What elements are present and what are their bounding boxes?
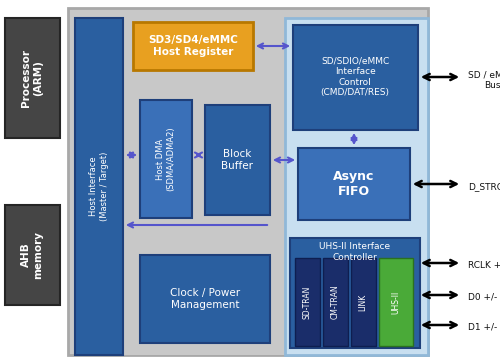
Text: Host Interface
(Master / Target): Host Interface (Master / Target) xyxy=(90,151,108,221)
Text: UHS-II Interface
Controller: UHS-II Interface Controller xyxy=(320,242,390,262)
Bar xyxy=(323,258,348,346)
Text: Block
Buffer: Block Buffer xyxy=(221,149,253,171)
Text: SD-TRAN: SD-TRAN xyxy=(302,285,312,319)
Bar xyxy=(5,205,60,305)
Text: D0 +/-: D0 +/- xyxy=(468,293,497,302)
Text: RCLK +/-: RCLK +/- xyxy=(468,261,500,269)
Text: LINK: LINK xyxy=(358,293,368,311)
Text: CM-TRAN: CM-TRAN xyxy=(330,285,340,319)
Bar xyxy=(133,22,253,70)
Text: Clock / Power
Management: Clock / Power Management xyxy=(170,288,240,310)
Bar xyxy=(140,100,192,218)
Text: SD / eMMC
Bus: SD / eMMC Bus xyxy=(468,70,500,90)
Bar xyxy=(123,18,308,355)
Bar xyxy=(68,8,428,355)
Text: Host DMA
(SDMA/ADMA2): Host DMA (SDMA/ADMA2) xyxy=(156,127,176,191)
Text: SD/SDIO/eMMC
Interface
Control
(CMD/DAT/RES): SD/SDIO/eMMC Interface Control (CMD/DAT/… xyxy=(320,57,390,97)
Bar xyxy=(5,18,60,138)
Bar xyxy=(351,258,376,346)
Bar xyxy=(298,148,410,220)
Text: AHB
memory: AHB memory xyxy=(21,231,43,279)
Text: D_STROBE: D_STROBE xyxy=(468,183,500,192)
Bar xyxy=(290,238,420,348)
Text: Async
FIFO: Async FIFO xyxy=(334,170,374,198)
Text: UHS-II: UHS-II xyxy=(392,290,400,314)
Bar xyxy=(295,258,320,346)
Bar xyxy=(205,105,270,215)
Bar xyxy=(379,258,413,346)
Text: SD3/SD4/eMMC
Host Register: SD3/SD4/eMMC Host Register xyxy=(148,35,238,57)
Bar xyxy=(75,18,123,355)
Text: Processor
(ARM): Processor (ARM) xyxy=(21,49,43,107)
Bar xyxy=(293,25,418,130)
Bar xyxy=(140,255,270,343)
Text: D1 +/-: D1 +/- xyxy=(468,322,497,331)
Bar xyxy=(285,18,428,355)
